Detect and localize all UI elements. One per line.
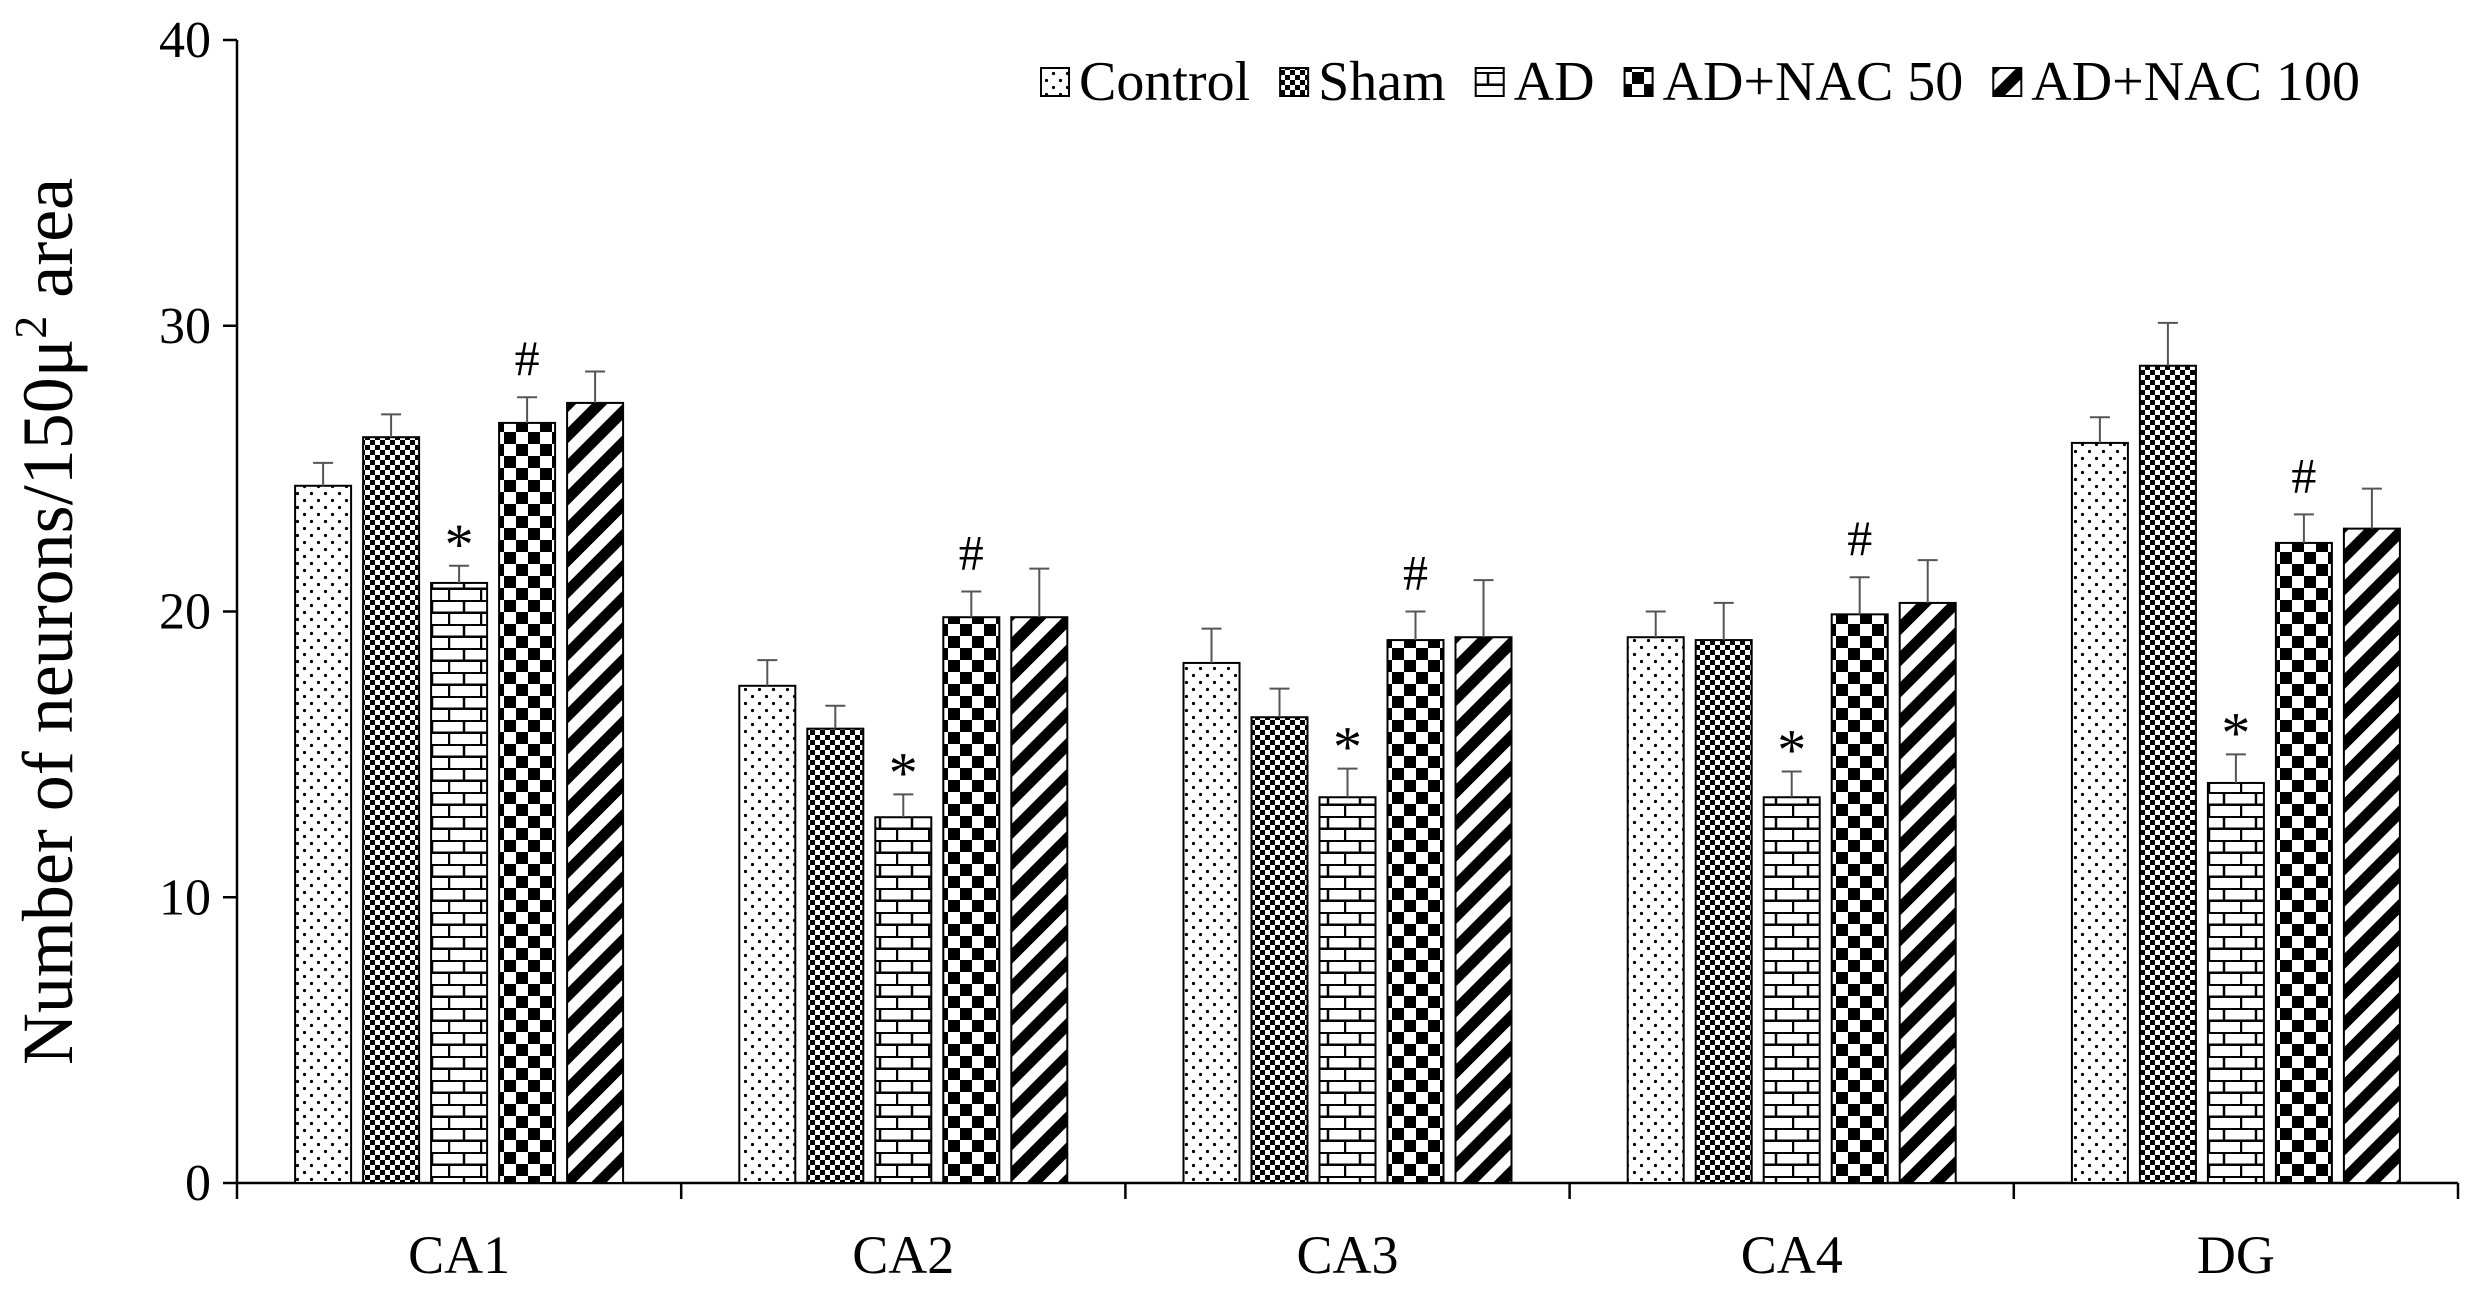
x-tick-label-ca3: CA3	[1296, 1225, 1398, 1285]
bar-control-ca3	[1182, 661, 1241, 1184]
significance-mark-hash-ca4: #	[1847, 510, 1872, 566]
legend-label-ad-nac-100: AD+NAC 100	[2031, 51, 2360, 113]
significance-mark-star-ca4: *	[1777, 718, 1806, 783]
significance-mark-hash-dg: #	[2291, 447, 2316, 503]
y-tick-label: 30	[159, 298, 211, 355]
plot-area: 0 10 20 30 40 CA1 CA2 CA3 CA4 DG Number of neurons…	[5, 12, 2460, 1285]
bar-ad-nac-100-ca1	[566, 401, 625, 1184]
y-tick-label: 10	[159, 869, 211, 926]
bar-ad-nac-100-ca4	[1898, 601, 1957, 1184]
significance-mark-star-ca3: *	[1333, 715, 1362, 780]
bar-control-ca1	[294, 484, 353, 1184]
significance-mark-star-dg: *	[2221, 700, 2250, 765]
significance-mark-hash-ca3: #	[1403, 545, 1428, 601]
bar-sham-dg	[2138, 364, 2197, 1184]
bar-control-dg	[2070, 441, 2129, 1185]
y-tick-label: 0	[185, 1155, 211, 1212]
x-tick-label-ca4: CA4	[1741, 1225, 1843, 1285]
bar-ad-nac-50-dg	[2274, 541, 2333, 1184]
bar-ad-dg	[2206, 781, 2265, 1184]
bar-ad-ca3	[1318, 796, 1377, 1184]
legend-swatch-sham	[1279, 67, 1310, 97]
bar-ad-nac-50-ca1	[498, 421, 557, 1184]
bar-ad-nac-50-ca3	[1386, 639, 1445, 1184]
legend-label-ad: AD	[1514, 51, 1595, 113]
legend: Control Sham AD AD+NAC 50 AD+NAC 100	[1040, 51, 2360, 113]
bar-ad-nac-50-ca2	[942, 616, 1001, 1184]
legend-swatch-ad-nac-50	[1623, 67, 1654, 97]
y-tick-label: 20	[159, 584, 211, 641]
legend-label-control: Control	[1079, 51, 1250, 113]
bar-ad-ca2	[874, 816, 933, 1184]
x-tick-label-ca1: CA1	[408, 1225, 510, 1285]
bar-sham-ca4	[1694, 639, 1753, 1184]
y-tick-label: 40	[159, 12, 211, 69]
x-tick-label-ca2: CA2	[852, 1225, 954, 1285]
legend-label-ad-nac-50: AD+NAC 50	[1663, 51, 1964, 113]
bar-ad-nac-50-ca4	[1830, 613, 1889, 1184]
bar-ad-nac-100-dg	[2342, 527, 2401, 1184]
legend-swatch-control	[1040, 67, 1071, 97]
significance-mark-star-ca1: *	[445, 512, 474, 577]
significance-mark-hash-ca2: #	[959, 524, 984, 580]
bar-control-ca4	[1626, 636, 1685, 1184]
x-tick-label-dg: DG	[2197, 1225, 2275, 1285]
significance-mark-hash-ca1: #	[515, 330, 540, 386]
bar-sham-ca3	[1250, 716, 1309, 1184]
y-axis-title: Number of neurons/150μ2 area	[5, 178, 88, 1065]
bar-control-ca2	[738, 684, 797, 1184]
bar-sham-ca1	[362, 436, 421, 1184]
significance-mark-star-ca2: *	[889, 740, 918, 805]
legend-label-sham: Sham	[1318, 51, 1446, 113]
legend-swatch-ad-nac-100	[1992, 67, 2023, 97]
bar-ad-ca4	[1762, 796, 1821, 1184]
legend-swatch-ad	[1474, 67, 1505, 97]
bar-sham-ca2	[806, 727, 865, 1184]
bar-ad-nac-100-ca2	[1010, 616, 1069, 1184]
bar-ad-nac-100-ca3	[1454, 636, 1513, 1184]
bar-ad-ca1	[430, 581, 489, 1184]
